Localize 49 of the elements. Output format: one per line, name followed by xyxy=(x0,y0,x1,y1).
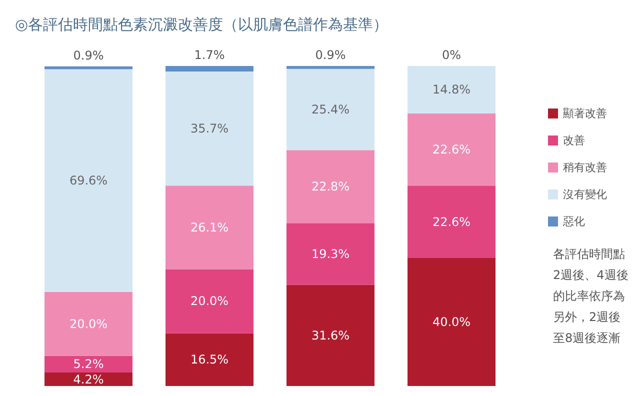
chart-title: ◎各評估時間點色素沉澱改善度（以肌膚色譜作為基準） xyxy=(15,16,388,34)
legend-label: 沒有變化 xyxy=(563,188,607,201)
data-label: 22.6% xyxy=(432,142,471,157)
data-label: 0.9% xyxy=(73,48,104,62)
data-label: 31.6% xyxy=(311,328,350,342)
data-label: 26.1% xyxy=(190,220,229,234)
bar xyxy=(286,223,374,285)
bar xyxy=(44,356,132,373)
data-label: 25.4% xyxy=(311,102,350,117)
data-label: 20.0% xyxy=(190,294,229,308)
legend-label: 改善 xyxy=(563,134,585,147)
bar xyxy=(408,258,496,386)
bar xyxy=(286,66,374,69)
data-label: 5.2% xyxy=(73,357,104,372)
bar xyxy=(408,113,496,186)
data-label: 14.8% xyxy=(432,82,471,97)
text: 2週後、4週後 xyxy=(553,268,628,282)
bar xyxy=(166,71,254,186)
data-label: 22.6% xyxy=(432,214,471,229)
data-label: 1.7% xyxy=(194,48,225,62)
data-label: 0% xyxy=(442,48,462,62)
text: 的比率依序為 xyxy=(553,289,625,303)
text: 至8週後逐漸 xyxy=(553,331,621,345)
legend-label: 顯著改善 xyxy=(563,107,607,120)
data-label: 16.5% xyxy=(190,352,229,367)
bar xyxy=(408,186,496,258)
data-label: 22.8% xyxy=(311,180,350,194)
data-label: 69.6% xyxy=(69,174,108,188)
bar xyxy=(166,269,254,334)
bar xyxy=(286,284,374,386)
legend-label: 稍有改善 xyxy=(563,161,607,174)
data-label: 4.2% xyxy=(73,372,104,386)
legend-label: 惡化 xyxy=(562,215,585,228)
data-label: 35.7% xyxy=(190,122,229,136)
bar xyxy=(286,150,374,224)
bar xyxy=(166,186,254,270)
bar xyxy=(286,68,374,150)
data-label: 40.0% xyxy=(432,315,471,329)
text: 另外，2週後 xyxy=(553,310,621,324)
bar xyxy=(44,372,132,386)
bar xyxy=(166,333,254,386)
bar xyxy=(44,69,132,292)
text: 各評估時間點 xyxy=(553,247,625,261)
data-label: 19.3% xyxy=(311,247,350,261)
bar xyxy=(166,66,254,72)
data-label: 0.9% xyxy=(315,48,346,62)
bar xyxy=(44,292,132,356)
bar xyxy=(408,66,496,114)
data-label: 20.0% xyxy=(69,316,108,331)
